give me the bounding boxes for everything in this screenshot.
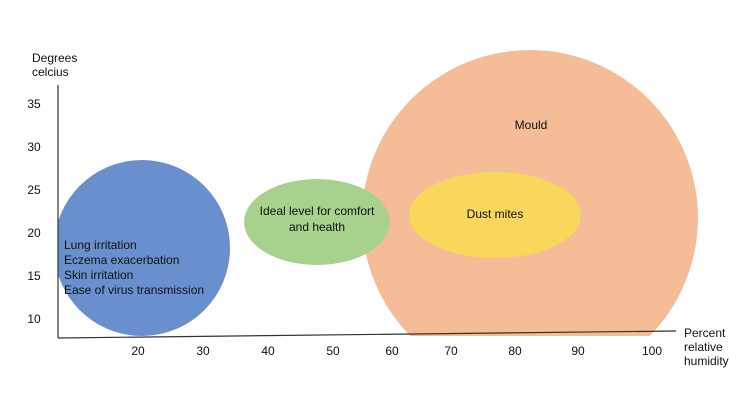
mould-label: Mould (515, 118, 548, 132)
ideal-label: and health (289, 220, 345, 234)
x-axis-label: relative (684, 340, 723, 354)
irritation-label: Eczema exacerbation (64, 253, 179, 267)
dust-mites-region (409, 172, 581, 258)
x-axis (57, 330, 677, 339)
y-axis-label: Degrees (32, 51, 77, 65)
y-axis-label: celcius (32, 65, 69, 79)
regions (58, 50, 698, 336)
irritation-label: Lung irritation (64, 238, 137, 252)
y-tick-label: 35 (27, 97, 41, 111)
ideal-label: Ideal level for comfort (260, 204, 375, 218)
x-tick-label: 100 (642, 344, 662, 358)
x-tick-label: 30 (196, 344, 210, 358)
x-tick-label: 20 (131, 344, 145, 358)
x-tick-label: 70 (444, 344, 458, 358)
y-tick-label: 30 (27, 140, 41, 154)
x-tick-label: 40 (261, 344, 275, 358)
y-tick-label: 25 (27, 183, 41, 197)
x-tick-label: 60 (385, 344, 399, 358)
x-tick-label: 50 (326, 344, 340, 358)
ideal-region (244, 179, 390, 265)
x-tick-label: 90 (571, 344, 585, 358)
y-tick-label: 20 (27, 226, 41, 240)
irritation-label: Skin irritation (64, 268, 133, 282)
y-tick-label: 15 (27, 269, 41, 283)
dust-mites-label: Dust mites (467, 207, 524, 221)
y-tick-label: 10 (27, 312, 41, 326)
x-axis-label: Percent (684, 326, 726, 340)
irritation-label: Ease of virus transmission (64, 283, 204, 297)
irritation-region (58, 160, 230, 336)
x-axis-label: humidity (684, 354, 729, 368)
x-tick-label: 80 (508, 344, 522, 358)
